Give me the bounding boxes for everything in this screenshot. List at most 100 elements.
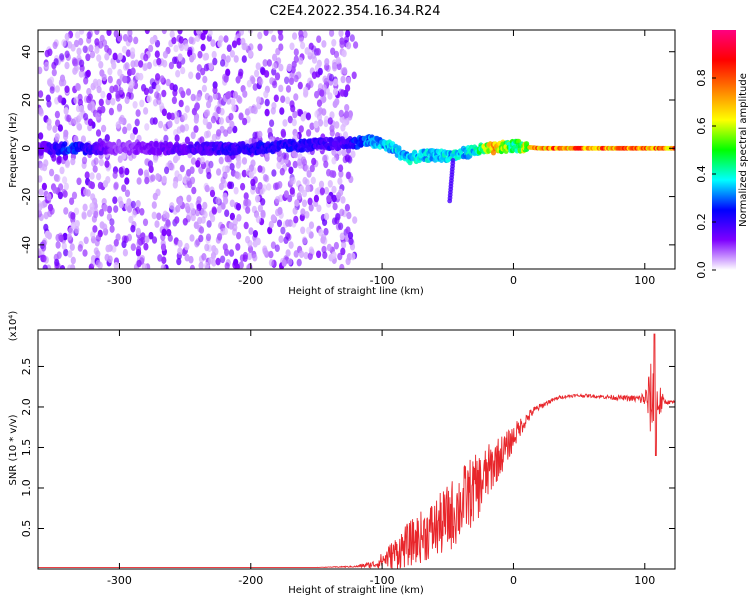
heatmap-cell bbox=[300, 113, 306, 122]
heatmap-cell bbox=[184, 136, 190, 145]
heatmap-cell bbox=[318, 180, 325, 189]
heatmap-cell bbox=[279, 107, 285, 115]
heatmap-cell bbox=[216, 205, 222, 214]
heatmap-cell bbox=[38, 203, 43, 211]
heatmap-cell bbox=[126, 205, 133, 213]
snr-series-line bbox=[38, 333, 675, 569]
heatmap-cell bbox=[53, 58, 59, 66]
heatmap-cell bbox=[113, 181, 119, 190]
heatmap-cell bbox=[268, 250, 274, 259]
x-tick-label: -200 bbox=[238, 574, 263, 587]
heatmap-cell bbox=[335, 56, 341, 65]
heatmap-cell bbox=[328, 73, 335, 82]
heatmap-cell bbox=[162, 210, 168, 219]
x-tick-label: 100 bbox=[634, 274, 655, 287]
heatmap-cell bbox=[306, 226, 312, 235]
heatmap-cell bbox=[292, 207, 298, 215]
heatmap-cell bbox=[241, 169, 247, 178]
heatmap-cell bbox=[172, 84, 178, 92]
heatmap-cell bbox=[259, 66, 265, 75]
heatmap-cell bbox=[298, 35, 304, 44]
heatmap-cell bbox=[340, 247, 346, 256]
heatmap-cell bbox=[257, 204, 263, 213]
heatmap-cell bbox=[226, 44, 232, 52]
heatmap-cell bbox=[64, 61, 70, 70]
heatmap-cell bbox=[63, 248, 69, 257]
heatmap-cell bbox=[95, 259, 101, 268]
heatmap-cell bbox=[263, 30, 269, 36]
snr-panel: -300 -200 -100 0 100 0.5 1.0 1.5 2.0 2.5 Height o… bbox=[8, 311, 676, 596]
heatmap-cell bbox=[82, 203, 88, 212]
heatmap-cell bbox=[41, 254, 47, 263]
heatmap-cell bbox=[174, 111, 180, 119]
heatmap-cell bbox=[113, 84, 119, 93]
heatmap-cell bbox=[113, 205, 119, 213]
heatmap-cell bbox=[141, 263, 147, 269]
heatmap-cell bbox=[82, 249, 88, 257]
heatmap-cell bbox=[118, 166, 124, 175]
heatmap-cell bbox=[77, 93, 83, 102]
heatmap-cell bbox=[204, 243, 210, 252]
heatmap-cell bbox=[276, 219, 283, 228]
heatmap-cell bbox=[293, 55, 299, 63]
heatmap-cell bbox=[327, 92, 333, 100]
heatmap-cell bbox=[79, 30, 85, 35]
heatmap-cell bbox=[313, 194, 319, 203]
heatmap-cell bbox=[46, 100, 52, 108]
heatmap-cell bbox=[162, 50, 168, 59]
heatmap-cell bbox=[112, 196, 118, 204]
heatmap-cell bbox=[84, 171, 90, 179]
heatmap-cell bbox=[74, 220, 80, 228]
heatmap-cell bbox=[345, 76, 352, 85]
heatmap-cell bbox=[314, 90, 320, 99]
heatmap-cell bbox=[41, 239, 47, 248]
heatmap-cell bbox=[217, 232, 223, 241]
x-tick-label: 0 bbox=[510, 274, 517, 287]
heatmap-cell bbox=[225, 68, 231, 77]
heatmap-cell bbox=[124, 177, 130, 185]
heatmap-cell bbox=[316, 113, 323, 121]
heatmap-cell bbox=[117, 155, 123, 163]
heatmap-cell bbox=[78, 70, 84, 78]
heatmap-cell bbox=[156, 57, 162, 66]
heatmap-cell bbox=[272, 80, 278, 89]
heatmap-cell bbox=[252, 83, 258, 91]
heatmap-cell bbox=[302, 236, 308, 245]
heatmap-cell bbox=[300, 208, 306, 216]
heatmap-cell bbox=[143, 107, 149, 115]
heatmap-cell bbox=[167, 160, 173, 168]
heatmap-cell bbox=[407, 159, 413, 166]
heatmap-cell bbox=[276, 161, 282, 170]
heatmap-cell bbox=[144, 176, 150, 185]
heatmap-cell bbox=[232, 91, 238, 99]
heatmap-cell bbox=[229, 212, 235, 221]
heatmap-cell bbox=[274, 72, 281, 80]
heatmap-cell bbox=[95, 129, 102, 137]
heatmap-cell bbox=[243, 192, 249, 200]
heatmap-cell bbox=[66, 233, 72, 241]
heatmap-cell bbox=[111, 61, 117, 70]
heatmap-cell bbox=[142, 218, 149, 227]
heatmap-cell bbox=[106, 92, 112, 101]
heatmap-cell bbox=[224, 262, 230, 269]
heatmap-cell bbox=[232, 218, 238, 226]
heatmap-cell bbox=[85, 53, 91, 62]
heatmap-cell bbox=[340, 89, 346, 97]
heatmap-cell bbox=[246, 264, 252, 269]
heatmap-cell bbox=[490, 149, 497, 156]
heatmap-cell bbox=[129, 132, 136, 141]
heatmap-cell bbox=[143, 53, 149, 62]
heatmap-cell bbox=[202, 117, 208, 126]
heatmap-cell bbox=[165, 78, 171, 87]
heatmap-cell bbox=[184, 253, 190, 262]
heatmap-cell bbox=[83, 236, 89, 245]
y-tick-label: 20 bbox=[20, 93, 33, 107]
heatmap-cell bbox=[324, 58, 330, 66]
heatmap-cell bbox=[198, 226, 205, 234]
heatmap-cell bbox=[121, 235, 127, 243]
x-tick-label: -100 bbox=[370, 574, 395, 587]
heatmap-cell bbox=[329, 30, 335, 37]
heatmap-cell bbox=[352, 216, 358, 224]
heatmap-cell bbox=[59, 53, 65, 61]
colorbar-tick-label: 0.2 bbox=[695, 213, 708, 231]
